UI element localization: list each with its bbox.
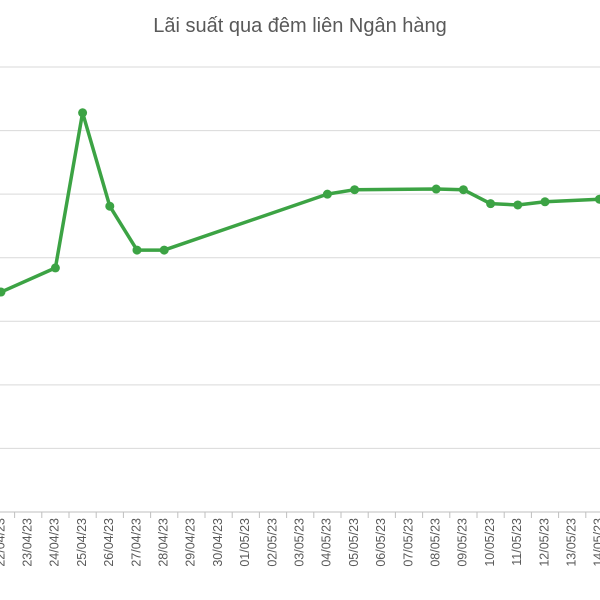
x-tick-label: 30/04/23	[211, 518, 225, 567]
x-tick-label: 13/05/23	[564, 518, 578, 567]
x-tick-label: 06/05/23	[374, 518, 388, 567]
point	[0, 287, 6, 297]
x-tick-label: 12/05/23	[537, 518, 551, 567]
x-tick-label: 22/04/23	[0, 518, 7, 567]
x-tick-label: 14/05/23	[592, 518, 600, 567]
point	[513, 200, 523, 210]
x-tick-label: 27/04/23	[129, 518, 143, 567]
x-tick-label: 10/05/23	[483, 518, 497, 567]
x-tick-label: 23/04/23	[20, 518, 34, 567]
point	[78, 108, 88, 118]
x-tick-label: 07/05/23	[401, 518, 415, 567]
x-tick-label: 04/05/23	[320, 518, 334, 567]
point	[350, 185, 360, 195]
point	[50, 263, 60, 273]
point	[458, 185, 468, 195]
line	[0, 111, 600, 294]
x-tick-label: 03/05/23	[292, 518, 306, 567]
x-tick-label: 05/05/23	[347, 518, 361, 567]
x-tick-label: 29/04/23	[184, 518, 198, 567]
chart-title: Lãi suất qua đêm liên Ngân hàng	[153, 15, 447, 37]
x-tick-label: 08/05/23	[428, 518, 442, 567]
x-tick-label: 25/04/23	[75, 518, 89, 567]
x-tick-label: 28/04/23	[156, 518, 170, 567]
x-tick-label: 09/05/23	[456, 518, 470, 567]
point	[105, 201, 115, 211]
point	[431, 184, 441, 194]
point	[594, 194, 600, 204]
point	[159, 245, 169, 255]
x-tick-label: 26/04/23	[102, 518, 116, 567]
x-tick-label: 02/05/23	[265, 518, 279, 567]
point	[540, 197, 550, 207]
point	[322, 189, 332, 199]
x-tick-label: 01/05/23	[238, 518, 252, 567]
x-tick-label: 11/05/23	[510, 518, 524, 566]
point	[486, 199, 496, 209]
point	[132, 245, 142, 255]
x-tick-label: 24/04/23	[48, 518, 62, 567]
